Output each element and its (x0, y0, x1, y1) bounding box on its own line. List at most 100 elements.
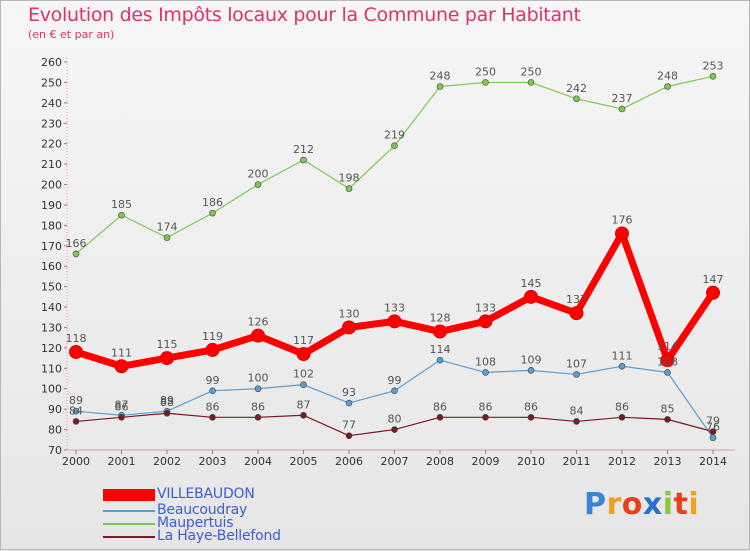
logo-letter: P (584, 487, 607, 522)
data-label: 253 (703, 59, 724, 72)
y-tick-label: 130 (41, 321, 62, 334)
data-point (345, 432, 353, 440)
data-label: 166 (66, 237, 87, 250)
data-point (573, 418, 580, 425)
logo-letter: t (673, 487, 689, 522)
data-label: 89 (69, 394, 83, 407)
data-point (569, 306, 584, 321)
x-tick-label: 2005 (290, 455, 318, 468)
data-label: 133 (475, 301, 496, 314)
data-label: 93 (342, 386, 356, 399)
data-label: 86 (115, 400, 129, 413)
x-tick-label: 2006 (335, 455, 363, 468)
y-tick-label: 110 (41, 362, 62, 375)
data-label: 237 (612, 92, 633, 105)
legend-label-beaucoudray: Beaucoudray (157, 502, 248, 518)
data-label: 86 (433, 400, 447, 413)
legend-label-maupertuis: Maupertuis (157, 515, 234, 531)
data-point (618, 105, 626, 113)
data-label: 86 (479, 400, 493, 413)
legend-swatch-villebaudon (103, 489, 155, 501)
data-point (664, 369, 671, 376)
data-point (209, 414, 216, 421)
data-label: 102 (293, 368, 314, 381)
data-label: 99 (388, 374, 402, 387)
data-label: 126 (248, 316, 269, 329)
data-label: 84 (69, 404, 83, 417)
y-tick-label: 220 (41, 138, 62, 151)
y-tick-label: 70 (48, 444, 62, 457)
data-label: 248 (430, 70, 451, 83)
x-tick-label: 2012 (608, 455, 636, 468)
y-tick-label: 230 (41, 117, 62, 130)
y-tick-label: 170 (41, 240, 62, 253)
data-label: 108 (475, 355, 496, 368)
data-point (436, 414, 444, 421)
data-point (660, 353, 675, 368)
data-label: 86 (251, 400, 265, 413)
data-point (114, 359, 129, 374)
data-label: 114 (657, 340, 678, 353)
data-point (72, 418, 80, 425)
data-label: 89 (160, 394, 174, 407)
data-point (391, 426, 398, 433)
x-tick-label: 2004 (244, 455, 272, 468)
y-tick-label: 240 (41, 97, 62, 110)
y-tick-label: 260 (41, 56, 62, 69)
data-label: 100 (248, 372, 269, 385)
data-point (482, 414, 489, 421)
y-tick-label: 190 (41, 199, 62, 212)
data-label: 174 (157, 221, 178, 234)
data-label: 250 (521, 65, 542, 78)
chart-subtitle: (en € et par an) (28, 28, 115, 41)
x-tick-label: 2014 (699, 455, 727, 468)
data-point (391, 387, 398, 395)
data-label: 185 (111, 198, 132, 211)
data-label: 118 (66, 332, 87, 345)
data-point (345, 185, 353, 192)
x-tick-label: 2007 (381, 455, 409, 468)
data-label: 80 (388, 413, 402, 426)
data-point (527, 79, 535, 86)
x-tick-label: 2008 (426, 455, 454, 468)
x-tick-label: 2000 (62, 455, 90, 468)
data-point (527, 414, 535, 421)
data-point (296, 347, 311, 362)
data-point (709, 72, 717, 80)
data-label: 250 (475, 65, 496, 78)
data-point (345, 399, 353, 407)
data-label: 219 (384, 129, 405, 142)
data-label: 137 (566, 293, 587, 306)
data-label: 115 (157, 338, 178, 351)
data-point (387, 314, 402, 329)
y-tick-label: 210 (41, 158, 62, 171)
data-point (391, 142, 398, 150)
data-point (573, 95, 580, 103)
x-tick-label: 2010 (517, 455, 545, 468)
data-point (254, 414, 262, 421)
data-label: 88 (160, 396, 174, 409)
data-label: 86 (615, 400, 629, 413)
data-point (482, 79, 489, 86)
y-tick-label: 140 (41, 301, 62, 314)
data-point (300, 156, 307, 164)
logo-letter: x (642, 487, 663, 522)
data-point (205, 342, 220, 357)
data-point (254, 181, 262, 188)
x-tick-label: 2003 (199, 455, 227, 468)
data-label: 86 (206, 400, 220, 413)
data-label: 111 (111, 346, 132, 359)
y-tick-label: 180 (41, 219, 62, 232)
legend-swatch-la-haye-bellefond (103, 536, 155, 538)
data-label: 76 (706, 421, 720, 434)
data-label: 212 (293, 143, 314, 156)
data-label: 186 (202, 196, 223, 209)
data-point (706, 285, 720, 300)
data-label: 79 (706, 415, 720, 428)
data-label: 119 (202, 330, 223, 343)
data-point (436, 83, 444, 90)
logo-letter: o (621, 487, 643, 522)
data-point (482, 369, 489, 376)
data-point (709, 434, 717, 442)
